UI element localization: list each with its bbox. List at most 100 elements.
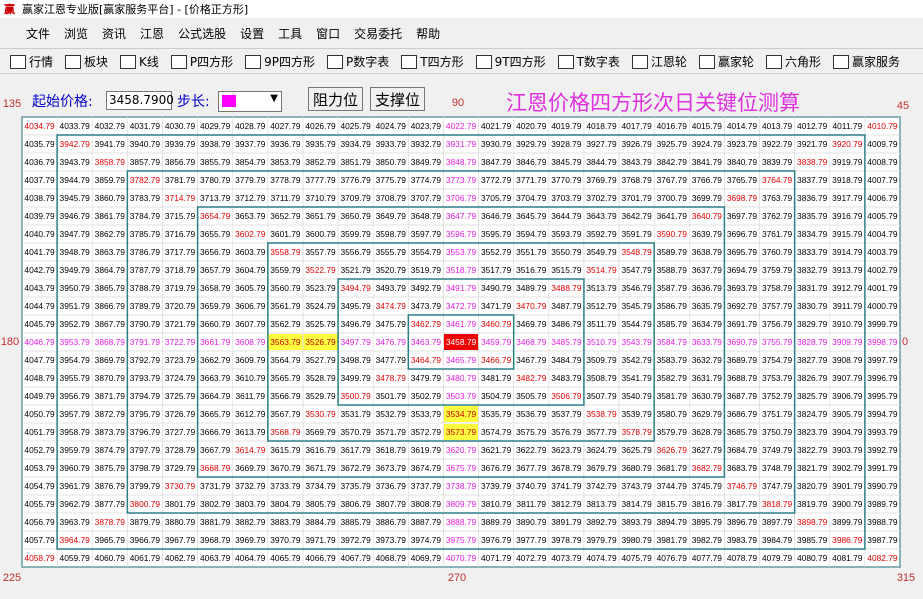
cell [91, 458, 128, 478]
cell-value: 3510.79 [586, 337, 617, 347]
cell-value: 3557.79 [305, 247, 336, 257]
menu-item[interactable]: 文件 [26, 26, 51, 41]
cell [794, 152, 831, 172]
step-select[interactable]: ▼ [218, 91, 282, 112]
cell-value: 3624.79 [586, 445, 617, 455]
resistance-button[interactable]: 阻力位 [308, 87, 364, 111]
spiral-line [407, 314, 515, 370]
menu-item[interactable]: 公式选股 [178, 26, 227, 41]
cell [548, 512, 585, 532]
cell-value: 3966.79 [130, 535, 161, 545]
menu-item[interactable]: 江恩 [140, 26, 165, 41]
toolbar-button[interactable]: T数字表 [557, 53, 620, 70]
toolbar-button[interactable]: 9P四方形 [245, 53, 315, 70]
cell-value: 3717.79 [165, 247, 196, 257]
cell-value: 3907.79 [832, 373, 863, 383]
cell [583, 206, 620, 226]
cell-value: 3883.79 [270, 517, 301, 527]
menu-item[interactable]: 设置 [240, 26, 265, 41]
cell-value: 3527.79 [305, 355, 336, 365]
cell [197, 314, 233, 334]
cell [864, 170, 901, 190]
cell-value: 3627.79 [692, 445, 723, 455]
cell [232, 476, 269, 496]
menu-item[interactable]: 资讯 [102, 26, 127, 41]
toolbar-button[interactable]: 江恩轮 [631, 53, 687, 70]
cell-value: 3633.79 [692, 337, 723, 347]
cell-value: 3829.79 [797, 319, 828, 329]
cell-value: 3682.79 [692, 463, 723, 473]
cell-value: 4011.79 [832, 121, 862, 131]
cell [689, 350, 725, 370]
cell [267, 530, 304, 550]
cell [162, 206, 198, 226]
menu-item[interactable]: 工具 [278, 26, 303, 41]
cell [302, 188, 339, 208]
cell [91, 530, 128, 550]
cell-value: 3595.79 [481, 229, 512, 239]
cell-value: 3993.79 [867, 427, 898, 437]
toolbar-button[interactable]: 行情 [10, 53, 53, 70]
cell-value: 3515.79 [551, 265, 582, 275]
cell-value: 3943.79 [60, 157, 91, 167]
cell [91, 242, 128, 262]
cell [689, 134, 725, 154]
cell-value: 3797.79 [130, 445, 161, 455]
toolbar-button[interactable]: K线 [120, 53, 159, 70]
cell [372, 152, 409, 172]
cell-value: 3996.79 [867, 373, 898, 383]
cell [583, 116, 620, 136]
toolbar-button[interactable]: 赢家轮 [698, 53, 754, 70]
toolbar-label: 六角形 [784, 54, 821, 69]
toolbar-button[interactable]: 9T四方形 [475, 53, 546, 70]
start-input[interactable]: 3458.7900 [106, 91, 174, 110]
cell [162, 260, 198, 280]
cell [91, 152, 128, 172]
cell [56, 476, 93, 496]
support-button[interactable]: 支撑位 [370, 87, 426, 111]
cell [162, 332, 198, 352]
cell [56, 278, 93, 298]
cell-value: 4060.79 [95, 553, 126, 563]
toolbar-icon [557, 55, 574, 69]
cell-value: 3619.79 [411, 445, 442, 455]
cell-value: 3917.79 [832, 193, 863, 203]
cell [724, 440, 760, 460]
toolbar-button[interactable]: P数字表 [327, 53, 389, 70]
toolbar-button[interactable]: P四方形 [170, 53, 233, 70]
cell-value: 4016.79 [657, 121, 688, 131]
menu-item[interactable]: 帮助 [416, 26, 441, 41]
cell [759, 494, 795, 514]
cell-value: 3585.79 [657, 319, 688, 329]
toolbar-button[interactable]: 六角形 [765, 53, 821, 70]
cell-value: 3634.79 [692, 319, 723, 329]
cell-value: 3827.79 [797, 355, 828, 365]
cell-value: 3994.79 [867, 409, 898, 419]
cell [583, 278, 620, 298]
cell-value: 3947.79 [60, 229, 91, 239]
toolbar-button[interactable]: 板块 [65, 53, 108, 70]
cell-value: 3584.79 [657, 337, 688, 347]
cell-value: 3989.79 [867, 499, 898, 509]
cell-value: 3837.79 [797, 175, 828, 185]
cell-value: 3990.79 [867, 481, 898, 491]
toolbar-button[interactable]: T四方形 [401, 53, 464, 70]
cell-value: 3796.79 [130, 427, 161, 437]
cell [443, 476, 479, 496]
toolbar-button[interactable]: 赢家服务 [832, 53, 900, 70]
menu-item[interactable]: 浏览 [64, 26, 89, 41]
cell [689, 116, 725, 136]
cell [864, 404, 901, 424]
cell-value: 3991.79 [867, 463, 898, 473]
cell-value: 3539.79 [621, 409, 652, 419]
menu-item[interactable]: 交易委托 [354, 26, 403, 41]
cell [583, 260, 620, 280]
cell-value: 3731.79 [200, 481, 231, 491]
cell-value: 3854.79 [235, 157, 266, 167]
cell [583, 548, 620, 568]
cell [864, 386, 901, 406]
cell [372, 530, 409, 550]
cell [618, 548, 655, 568]
menu-item[interactable]: 窗口 [316, 26, 341, 41]
cell-value: 3817.79 [727, 499, 758, 509]
